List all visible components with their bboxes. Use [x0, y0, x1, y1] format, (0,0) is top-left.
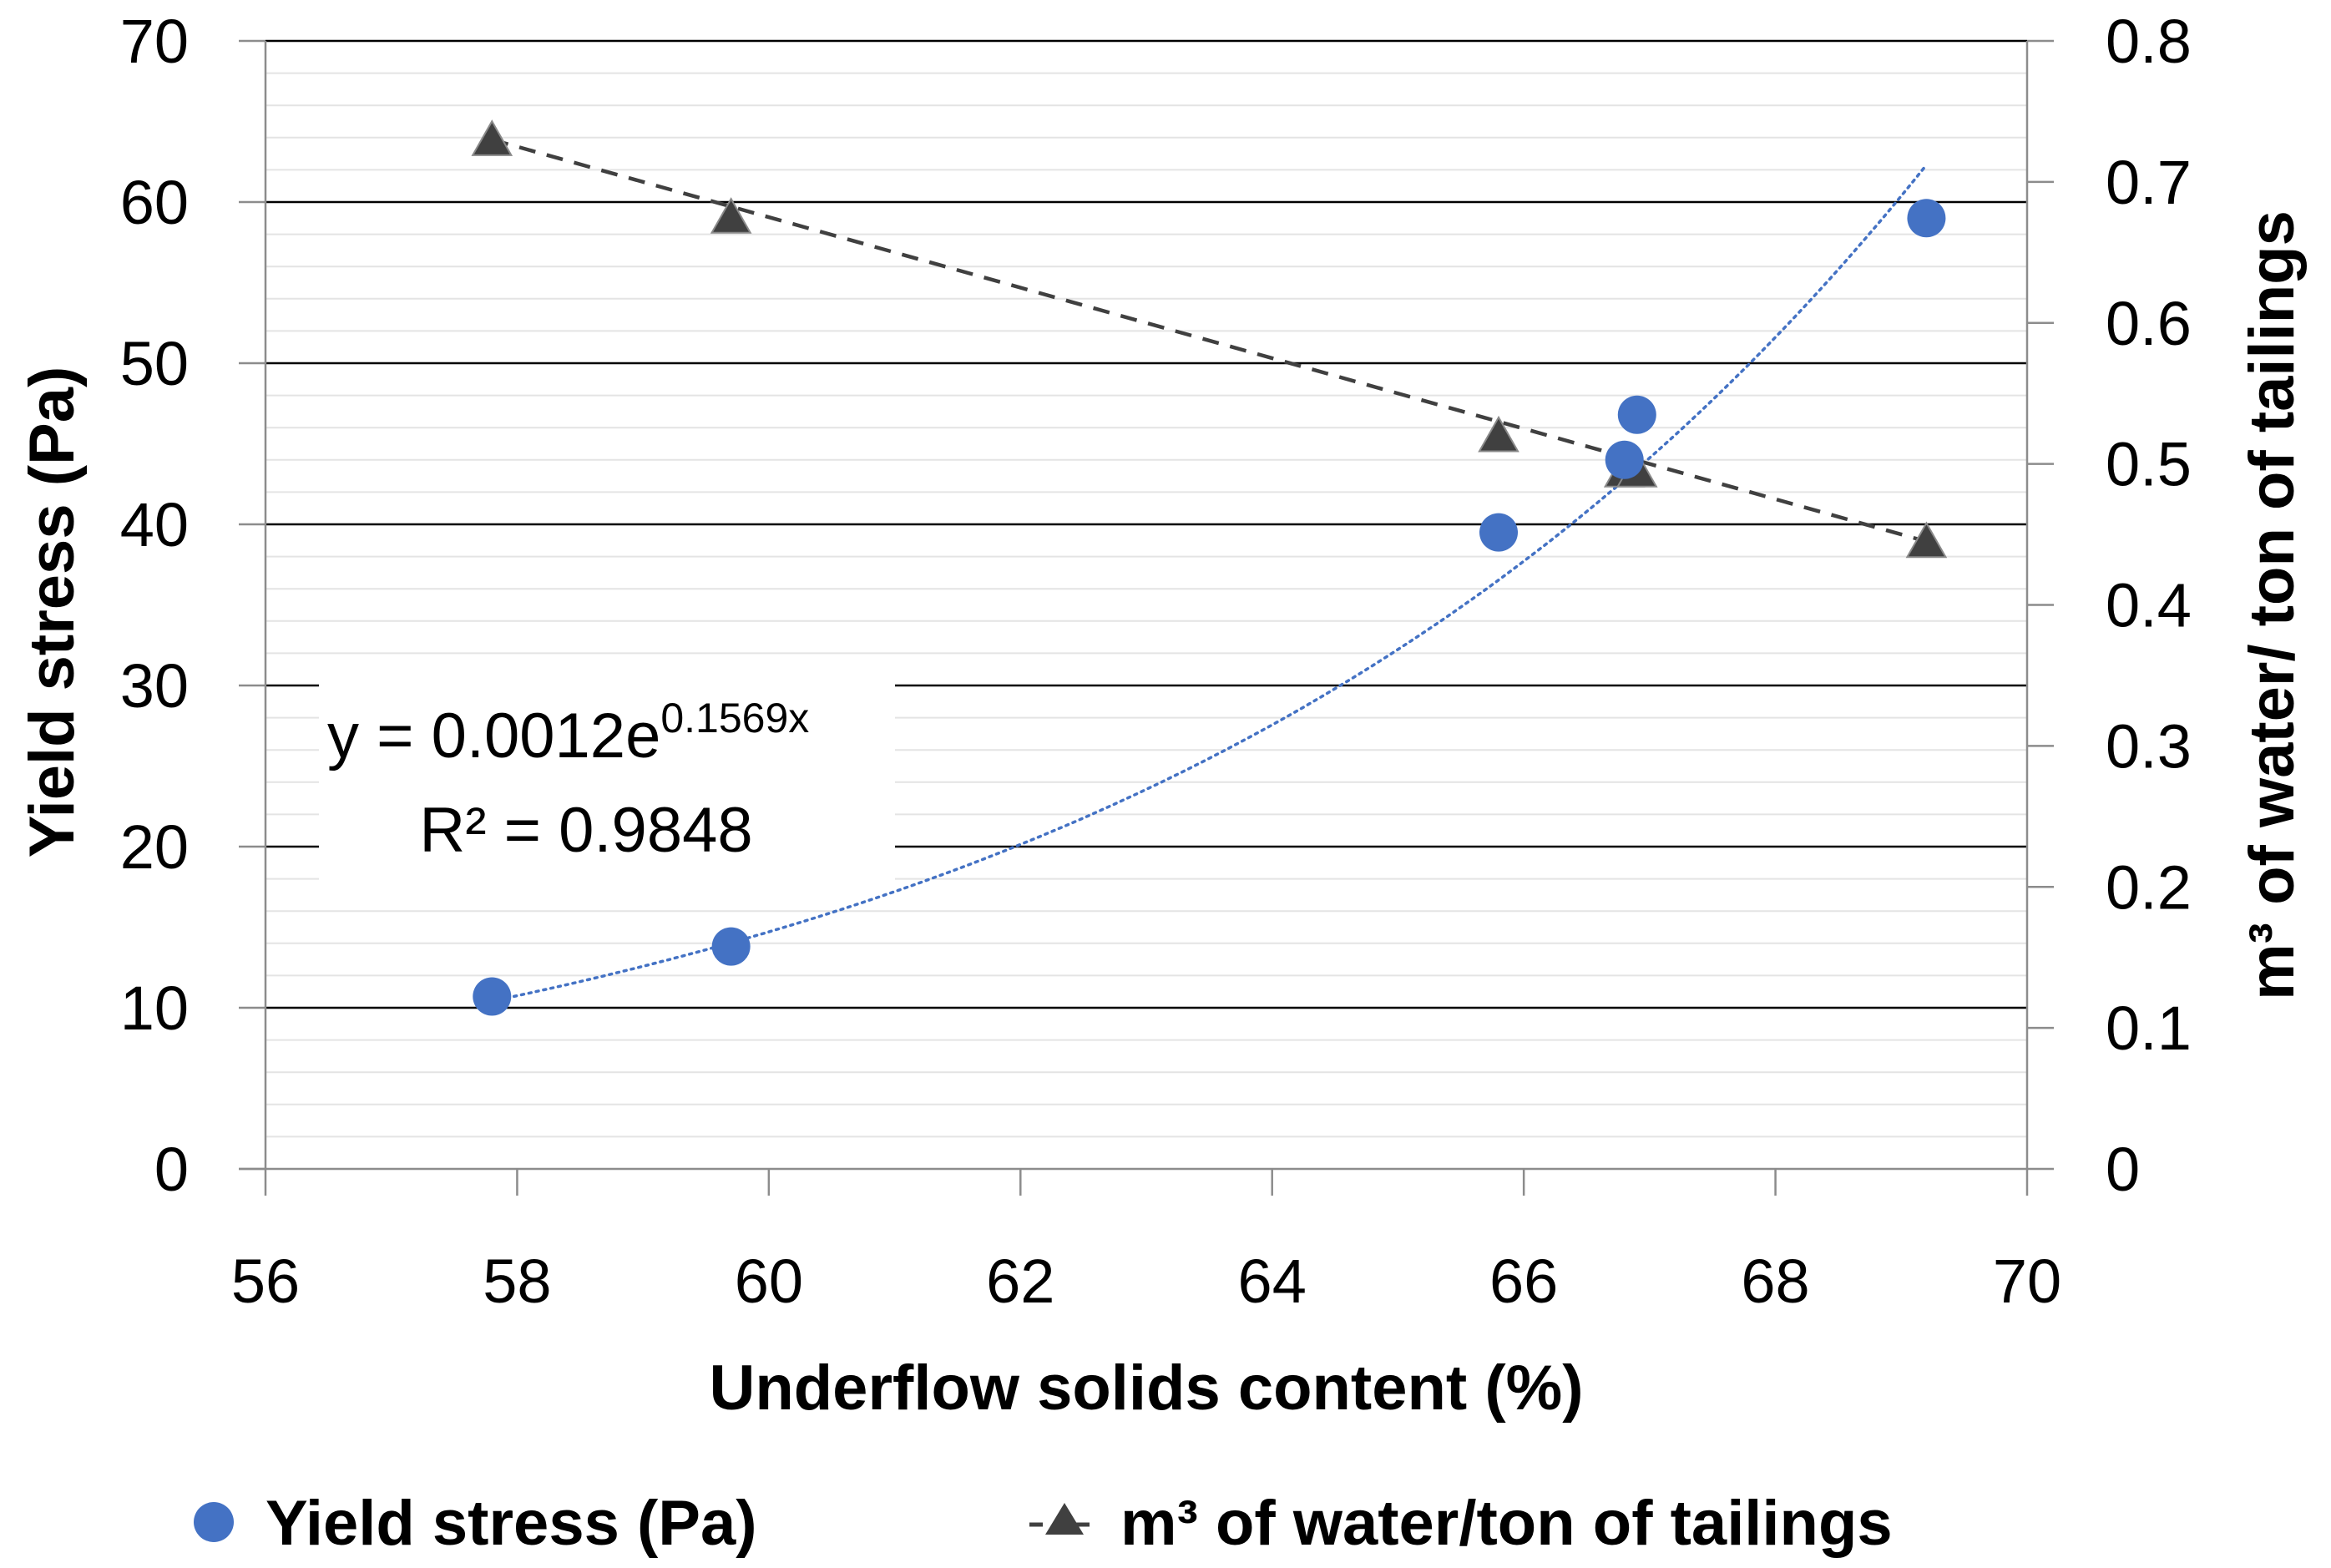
legend: Yield stress (Pa) m³ of water/ton of tai…: [194, 1488, 1893, 1559]
y-axis-title: Yield stress (Pa): [17, 367, 88, 858]
y2-tick-label: 0.8: [2106, 7, 2192, 76]
y2-tick-label: 0.4: [2106, 571, 2192, 640]
axes: [239, 39, 2054, 1196]
water-point-triangle: [710, 197, 752, 234]
x-tick-label: 56: [231, 1247, 300, 1316]
legend-circle-marker: [194, 1502, 234, 1542]
yield-point: [1479, 513, 1518, 552]
trendline-yield-exponential: [490, 163, 1929, 1003]
y2-tick-label: 0.2: [2106, 852, 2192, 922]
y-tick-label: 20: [120, 812, 189, 882]
y-tick-label: 40: [120, 490, 189, 559]
x-axis-title: Underflow solids content (%): [709, 1353, 1583, 1424]
trendline-equation-base: y = 0.0012e: [327, 701, 660, 771]
trendline-equation-box: [319, 678, 895, 883]
yield-point: [1907, 199, 1946, 238]
y2-tick-label: 0.7: [2106, 148, 2192, 217]
y-tick-label: 60: [120, 168, 189, 237]
y-tick-label: 10: [120, 974, 189, 1043]
yield-point: [711, 927, 751, 966]
y-tick-label: 70: [120, 7, 189, 76]
trendline-equation-exponent: 0.1569x: [660, 695, 809, 741]
trendline-r-squared: R² = 0.9848: [419, 795, 752, 866]
x-tick-label: 68: [1741, 1247, 1809, 1316]
yield-point: [1617, 395, 1656, 434]
yield-point: [473, 977, 512, 1016]
y2-tick-label: 0.1: [2106, 994, 2192, 1063]
x-tick-label: 60: [735, 1247, 803, 1316]
water-dashed-line: [491, 138, 1928, 544]
series-water-group: [471, 119, 1948, 559]
x-tick-label: 66: [1489, 1247, 1558, 1316]
y2-tick-label: 0.3: [2106, 711, 2192, 781]
tick-labels: 0 10 20 30 40 50 60 70 0 0.1 0.2 0.3 0.4 0.5 0.6 0.7 0.8…: [120, 7, 2192, 1316]
x-tick-label: 62: [986, 1247, 1054, 1316]
legend-label-yield: Yield stress (Pa): [265, 1488, 757, 1559]
y2-tick-label: 0.5: [2106, 430, 2192, 499]
x-tick-label: 58: [483, 1247, 551, 1316]
legend-triangle-marker: [1045, 1503, 1084, 1535]
y-tick-label: 50: [120, 329, 189, 398]
trendline-equation: y = 0.0012e0.1569x: [327, 695, 809, 771]
water-point-triangle: [1478, 415, 1519, 453]
water-point-triangle: [1905, 521, 1948, 559]
y2-tick-label: 0: [2106, 1135, 2140, 1204]
y-tick-label: 0: [154, 1135, 189, 1204]
y2-axis-title: m³ of water/ ton of tailings: [2237, 210, 2308, 1000]
x-tick-label: 64: [1238, 1247, 1307, 1316]
water-point-triangle: [471, 119, 513, 156]
yield-point: [1605, 440, 1644, 479]
trendline-group: [490, 163, 1929, 1003]
series-yield-group: [473, 199, 1946, 1016]
y-tick-label: 30: [120, 651, 189, 721]
legend-label-water: m³ of water/ton of tailings: [1120, 1488, 1893, 1559]
y2-tick-label: 0.6: [2106, 289, 2192, 358]
x-tick-label: 70: [1993, 1247, 2061, 1316]
